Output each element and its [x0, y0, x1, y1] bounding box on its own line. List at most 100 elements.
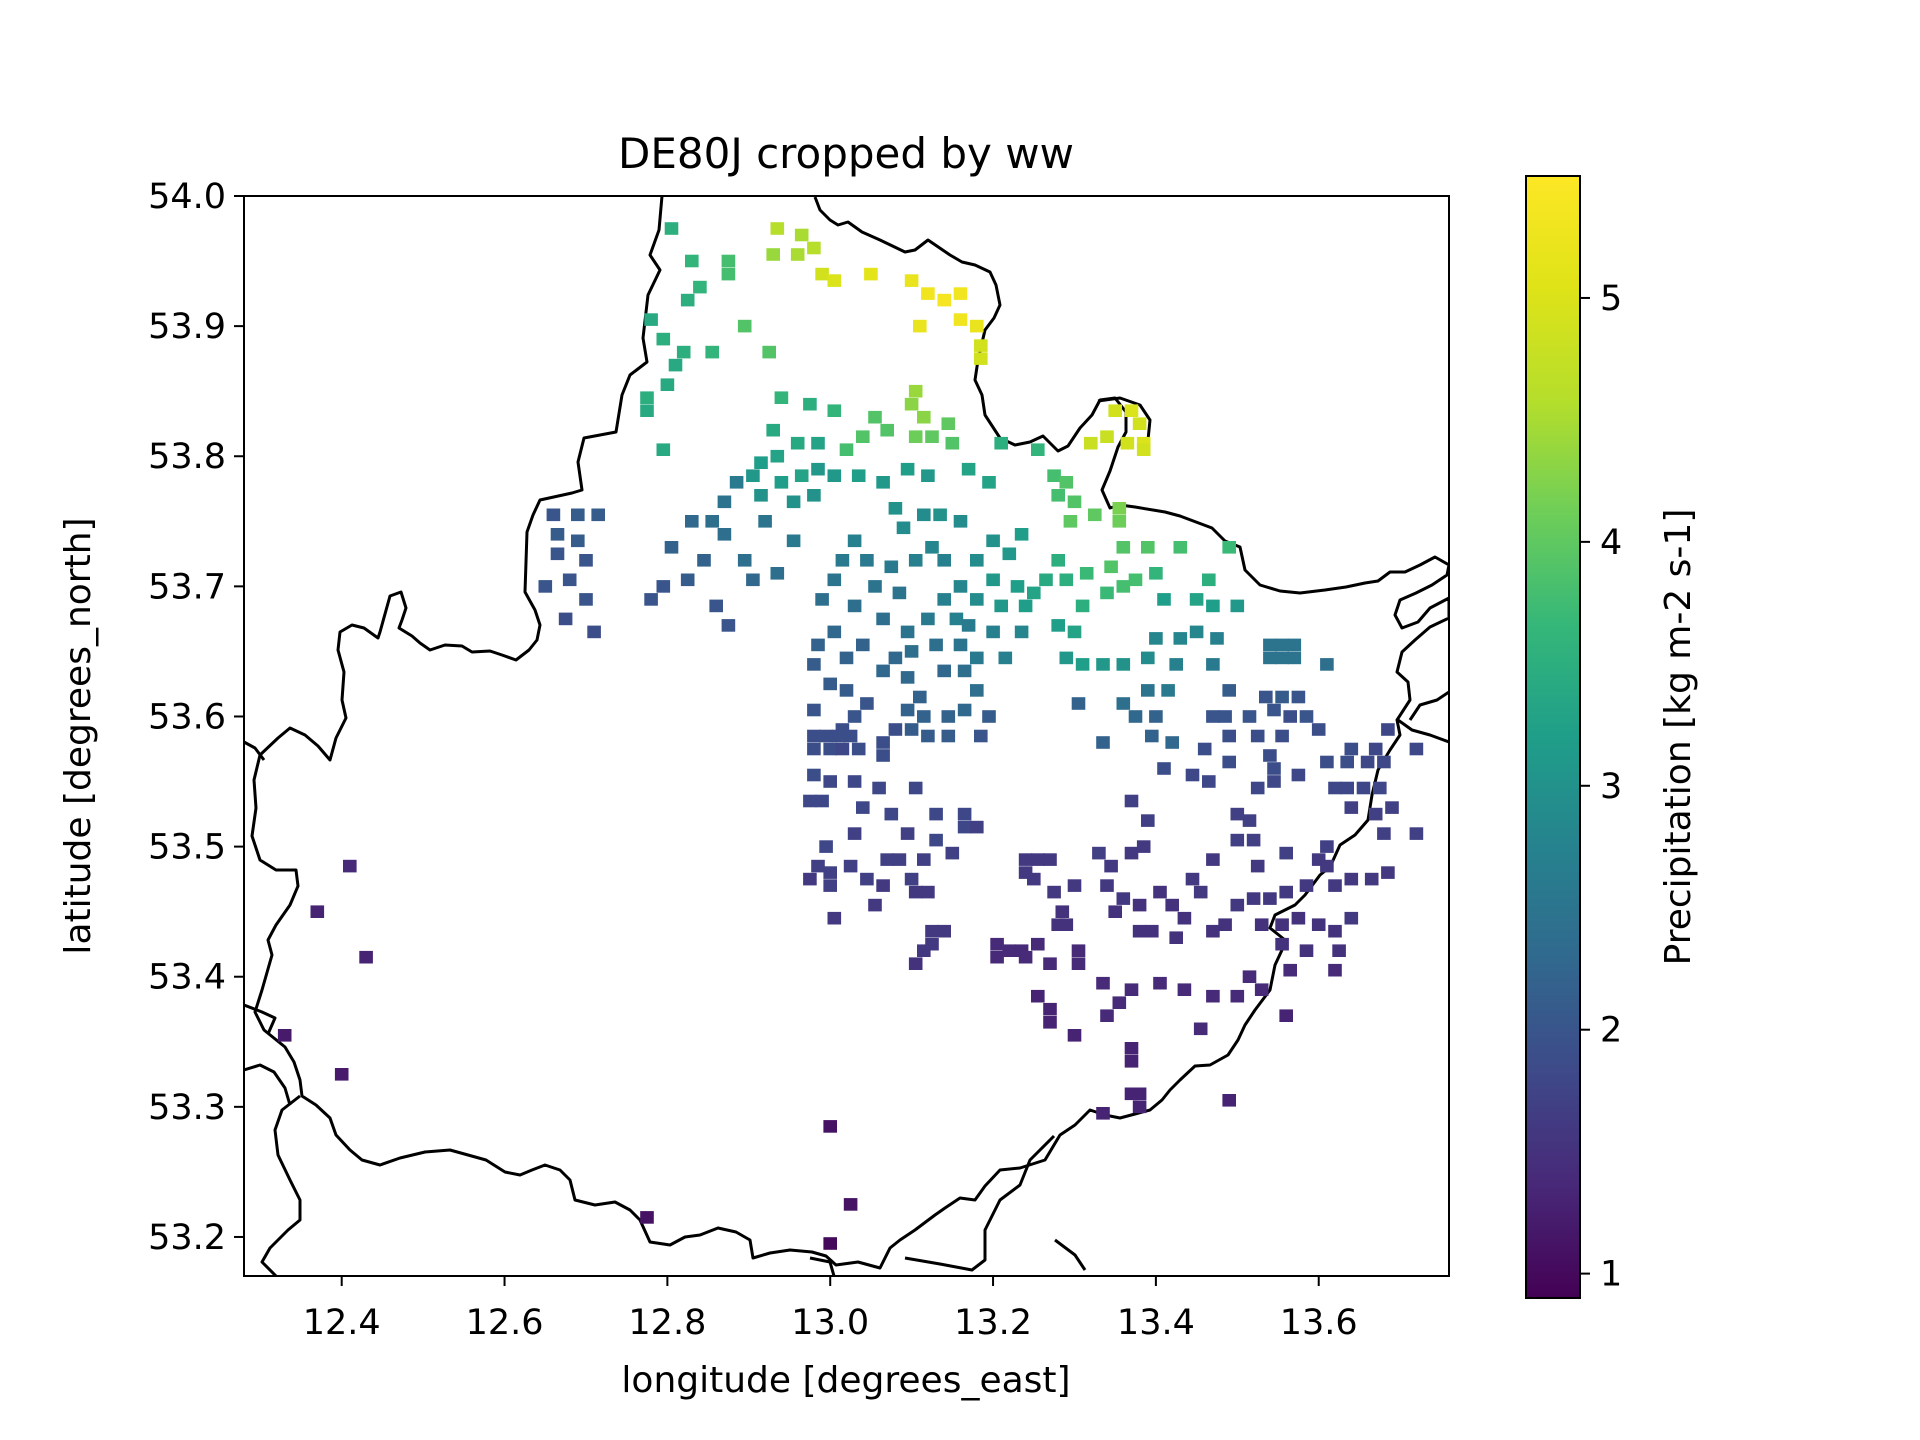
precip-cell — [908, 554, 923, 567]
precip-cell — [807, 489, 821, 502]
precip-cell — [1108, 905, 1122, 918]
precip-cell — [1104, 560, 1118, 574]
region-outline-south-2 — [904, 1134, 1056, 1272]
precip-cell — [1202, 775, 1216, 788]
precip-cell — [1356, 781, 1371, 795]
precip-cell — [1377, 827, 1391, 840]
precip-cell — [1145, 924, 1159, 938]
precip-cell — [1206, 853, 1220, 866]
precip-cell — [1259, 690, 1273, 704]
precip-cell — [693, 280, 707, 294]
precip-cell — [892, 586, 907, 600]
precip-cell — [1124, 1055, 1139, 1068]
precip-cell — [823, 879, 837, 892]
precip-cell — [737, 554, 752, 567]
precip-cell — [990, 950, 1004, 964]
precip-cell — [892, 853, 907, 866]
precip-cell — [1275, 729, 1289, 743]
precip-cell — [1116, 541, 1131, 554]
precip-cell — [571, 508, 585, 522]
colorbar-tick-label: 4 — [1600, 523, 1622, 563]
precip-cell — [847, 710, 862, 723]
precip-cell — [1059, 918, 1074, 931]
precip-cell — [334, 1068, 349, 1081]
precip-cell — [770, 567, 785, 580]
precip-cell — [786, 495, 801, 509]
precip-cell — [803, 397, 817, 411]
precip-cell — [986, 573, 1000, 587]
precip-cell — [961, 619, 976, 632]
precip-cell — [1230, 989, 1245, 1003]
precip-cell — [1124, 794, 1139, 808]
precip-cell — [1299, 879, 1314, 892]
precip-cell — [1185, 872, 1200, 886]
precip-cell — [1059, 573, 1074, 587]
precip-cell — [957, 703, 972, 717]
precip-cell — [1047, 885, 1061, 899]
y-tick-label: 53.5 — [148, 828, 226, 868]
precip-cell — [925, 924, 939, 938]
precip-cell — [900, 827, 915, 840]
precip-cell — [579, 593, 593, 606]
precip-cell — [786, 534, 801, 548]
precip-cell — [1328, 781, 1342, 795]
precip-cell — [1051, 489, 1065, 502]
precip-cell — [746, 469, 760, 482]
precip-cell — [1230, 807, 1245, 821]
precip-cell — [1246, 833, 1261, 847]
precip-cell — [758, 515, 772, 528]
x-tick-label: 13.4 — [1117, 1303, 1195, 1343]
precip-cell — [1193, 1022, 1208, 1036]
precip-cell — [847, 775, 862, 788]
precip-cell — [550, 528, 565, 541]
precip-cell — [1385, 801, 1399, 814]
precip-cell — [1153, 885, 1167, 899]
precip-cell — [1250, 781, 1265, 795]
precip-cell — [1193, 885, 1208, 899]
precip-cell — [807, 241, 821, 255]
precip-cell — [685, 254, 699, 268]
precip-cell — [953, 313, 968, 326]
precip-cell — [900, 703, 915, 717]
precip-cell — [1409, 742, 1424, 756]
precip-cell — [1210, 632, 1224, 645]
precip-cell — [1104, 859, 1118, 873]
precip-cell — [1084, 436, 1098, 450]
precip-cell — [1043, 1002, 1057, 1016]
precip-cell — [676, 345, 691, 359]
precip-cell — [819, 840, 833, 853]
precip-cell — [872, 781, 886, 795]
precip-cell — [1364, 872, 1379, 886]
precip-cell — [1031, 937, 1045, 951]
precip-cell — [970, 554, 984, 567]
x-tick-label: 13.0 — [791, 1303, 869, 1343]
precip-cell — [896, 521, 911, 535]
precip-cell — [660, 378, 675, 391]
precip-cell — [1189, 625, 1204, 639]
precip-cell — [908, 384, 923, 398]
precip-cell — [1173, 541, 1188, 554]
precip-cell — [1124, 1042, 1139, 1055]
precip-cell — [790, 248, 805, 261]
precip-cell — [803, 794, 817, 808]
precip-cell — [1381, 866, 1395, 879]
precip-cell — [546, 508, 561, 522]
precip-cell — [664, 222, 679, 235]
y-tick-label: 53.4 — [148, 958, 226, 998]
precip-cell — [917, 410, 931, 424]
precip-cell — [1368, 742, 1383, 756]
precip-cell — [1279, 885, 1293, 899]
region-outline-south-4 — [1054, 1238, 1087, 1271]
precip-cell — [1206, 924, 1220, 938]
axes-frame — [243, 195, 1450, 1277]
precip-cell — [1112, 996, 1127, 1009]
precip-cell — [1222, 541, 1236, 554]
precip-cell — [1165, 736, 1179, 749]
region-outline-west-3 — [244, 1063, 292, 1106]
colorbar-tick-label: 3 — [1600, 767, 1622, 807]
precip-cell — [957, 820, 972, 834]
precip-cell — [970, 319, 984, 333]
precip-cell — [888, 651, 903, 665]
precip-cell — [908, 957, 923, 970]
precip-cell — [1031, 853, 1045, 866]
